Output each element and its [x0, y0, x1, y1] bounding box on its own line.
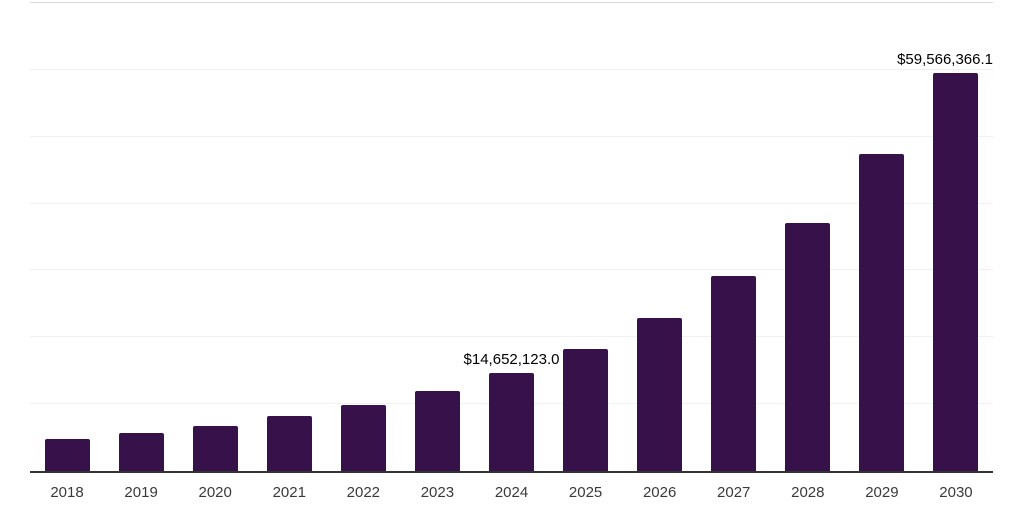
bar-2020	[192, 426, 238, 471]
value-label-2024: $14,652,123.0	[463, 351, 560, 369]
bar-2024	[489, 373, 534, 471]
bar-2030	[933, 72, 979, 471]
x-tick-2029: 2029	[865, 484, 899, 501]
x-tick-2019: 2019	[124, 484, 158, 501]
bar-2018	[44, 438, 90, 471]
value-label-2030: $59,566,366.1	[897, 50, 993, 68]
x-tick-2020: 2020	[198, 484, 232, 501]
x-tick-2024: 2024	[494, 484, 529, 501]
bar-2019	[118, 433, 164, 471]
x-tick-2018: 2018	[50, 484, 84, 501]
x-tick-2030: 2030	[939, 484, 973, 501]
plot-area: $14,652,123.0 $59,566,366.1	[30, 2, 993, 473]
bar-2021	[266, 415, 312, 471]
x-tick-2026: 2026	[642, 484, 677, 501]
gridline	[30, 336, 993, 338]
bar-2026	[637, 318, 683, 471]
x-tick-2021: 2021	[272, 484, 306, 501]
x-tick-2022: 2022	[346, 484, 381, 501]
bar-2023	[414, 390, 460, 471]
bar-2029	[859, 154, 905, 471]
bar-2025	[563, 349, 609, 471]
gridline	[30, 135, 993, 137]
x-tick-2027: 2027	[717, 484, 751, 501]
x-tick-2025: 2025	[568, 484, 603, 501]
bar-2022	[340, 405, 386, 471]
bar-2027	[711, 275, 757, 471]
x-tick-2023: 2023	[420, 484, 455, 501]
gridline	[30, 68, 993, 70]
gridline	[30, 202, 993, 204]
x-axis-labels: 2018 2019 2020 2021 2022 2023 2024 2025 2026 2027…	[30, 472, 993, 512]
gridline	[30, 269, 993, 271]
x-tick-2028: 2028	[791, 484, 825, 501]
bar-2028	[785, 223, 831, 471]
